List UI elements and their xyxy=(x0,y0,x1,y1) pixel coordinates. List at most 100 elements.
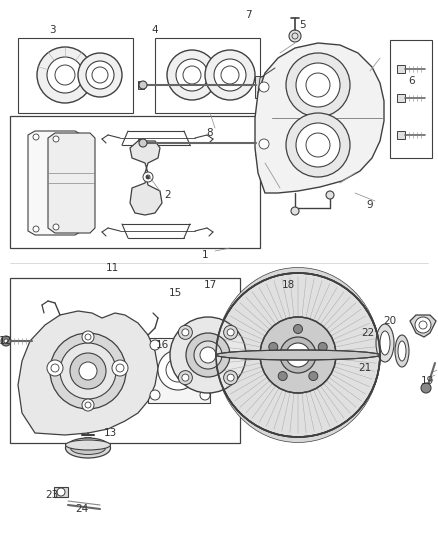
Text: 6: 6 xyxy=(409,76,415,86)
Polygon shape xyxy=(130,141,162,215)
Circle shape xyxy=(318,343,327,351)
Circle shape xyxy=(70,353,106,389)
Circle shape xyxy=(200,347,216,363)
Ellipse shape xyxy=(380,331,390,355)
Circle shape xyxy=(200,390,210,400)
Circle shape xyxy=(33,226,39,232)
Circle shape xyxy=(60,343,116,399)
Circle shape xyxy=(79,362,97,380)
Bar xyxy=(255,133,273,155)
Text: 22: 22 xyxy=(361,328,374,338)
Circle shape xyxy=(1,336,11,346)
Circle shape xyxy=(178,370,192,385)
Circle shape xyxy=(259,82,269,92)
Ellipse shape xyxy=(71,441,106,455)
Text: 23: 23 xyxy=(46,490,59,500)
Circle shape xyxy=(259,139,269,149)
Circle shape xyxy=(224,370,238,385)
Bar xyxy=(397,65,405,73)
Circle shape xyxy=(200,340,210,350)
Circle shape xyxy=(139,139,147,147)
Bar xyxy=(138,139,144,147)
Polygon shape xyxy=(255,43,384,193)
Circle shape xyxy=(293,325,303,334)
Polygon shape xyxy=(48,133,95,233)
Circle shape xyxy=(182,329,189,336)
Circle shape xyxy=(82,331,94,343)
Text: 13: 13 xyxy=(103,428,117,438)
Circle shape xyxy=(194,341,222,369)
Circle shape xyxy=(150,340,160,350)
Circle shape xyxy=(309,372,318,381)
Text: 20: 20 xyxy=(383,316,396,326)
Ellipse shape xyxy=(216,350,380,360)
Polygon shape xyxy=(410,315,436,337)
Text: 21: 21 xyxy=(358,363,371,373)
Bar xyxy=(18,38,133,113)
Circle shape xyxy=(78,53,122,97)
Circle shape xyxy=(296,123,340,167)
Circle shape xyxy=(415,317,431,333)
Circle shape xyxy=(176,59,208,91)
Bar xyxy=(397,94,405,102)
Circle shape xyxy=(224,325,238,340)
Text: 11: 11 xyxy=(106,263,119,273)
Bar xyxy=(390,40,432,158)
Text: 19: 19 xyxy=(420,376,434,386)
Bar xyxy=(155,38,260,113)
Text: 4: 4 xyxy=(152,25,158,35)
Text: 24: 24 xyxy=(75,504,88,514)
Circle shape xyxy=(205,50,255,100)
Bar xyxy=(148,338,210,403)
Circle shape xyxy=(296,63,340,107)
Circle shape xyxy=(37,47,93,103)
Ellipse shape xyxy=(66,440,110,450)
Circle shape xyxy=(216,273,380,437)
Circle shape xyxy=(269,343,278,351)
Text: 8: 8 xyxy=(207,128,213,138)
Ellipse shape xyxy=(376,324,394,362)
Circle shape xyxy=(289,30,301,42)
Circle shape xyxy=(291,207,299,215)
Circle shape xyxy=(278,372,287,381)
Polygon shape xyxy=(18,311,158,435)
Circle shape xyxy=(86,61,114,89)
Bar xyxy=(10,116,260,248)
Ellipse shape xyxy=(398,341,406,361)
Circle shape xyxy=(178,325,192,340)
Circle shape xyxy=(139,81,147,89)
Text: 2: 2 xyxy=(165,190,171,200)
Bar xyxy=(10,278,240,443)
Circle shape xyxy=(280,337,316,373)
Text: 5: 5 xyxy=(300,20,306,30)
Circle shape xyxy=(47,57,83,93)
Bar xyxy=(54,487,68,497)
Polygon shape xyxy=(28,131,82,235)
Text: 14: 14 xyxy=(64,363,77,373)
Circle shape xyxy=(4,339,8,343)
Circle shape xyxy=(150,390,160,400)
Circle shape xyxy=(214,59,246,91)
Circle shape xyxy=(286,53,350,117)
Circle shape xyxy=(47,360,63,376)
Circle shape xyxy=(286,113,350,177)
Circle shape xyxy=(170,317,246,393)
Circle shape xyxy=(146,175,150,179)
Bar xyxy=(255,76,273,98)
Text: 18: 18 xyxy=(281,280,295,290)
Circle shape xyxy=(158,350,198,390)
Text: 16: 16 xyxy=(155,340,169,350)
Circle shape xyxy=(421,383,431,393)
Text: 1: 1 xyxy=(201,250,208,260)
Text: 7: 7 xyxy=(245,10,251,20)
Text: 3: 3 xyxy=(49,25,55,35)
Text: 15: 15 xyxy=(168,288,182,298)
Text: 12: 12 xyxy=(0,336,12,346)
Bar xyxy=(138,81,144,89)
Ellipse shape xyxy=(66,438,110,458)
Circle shape xyxy=(82,399,94,411)
Text: 17: 17 xyxy=(203,280,217,290)
Circle shape xyxy=(33,134,39,140)
Circle shape xyxy=(227,374,234,381)
Circle shape xyxy=(50,333,126,409)
